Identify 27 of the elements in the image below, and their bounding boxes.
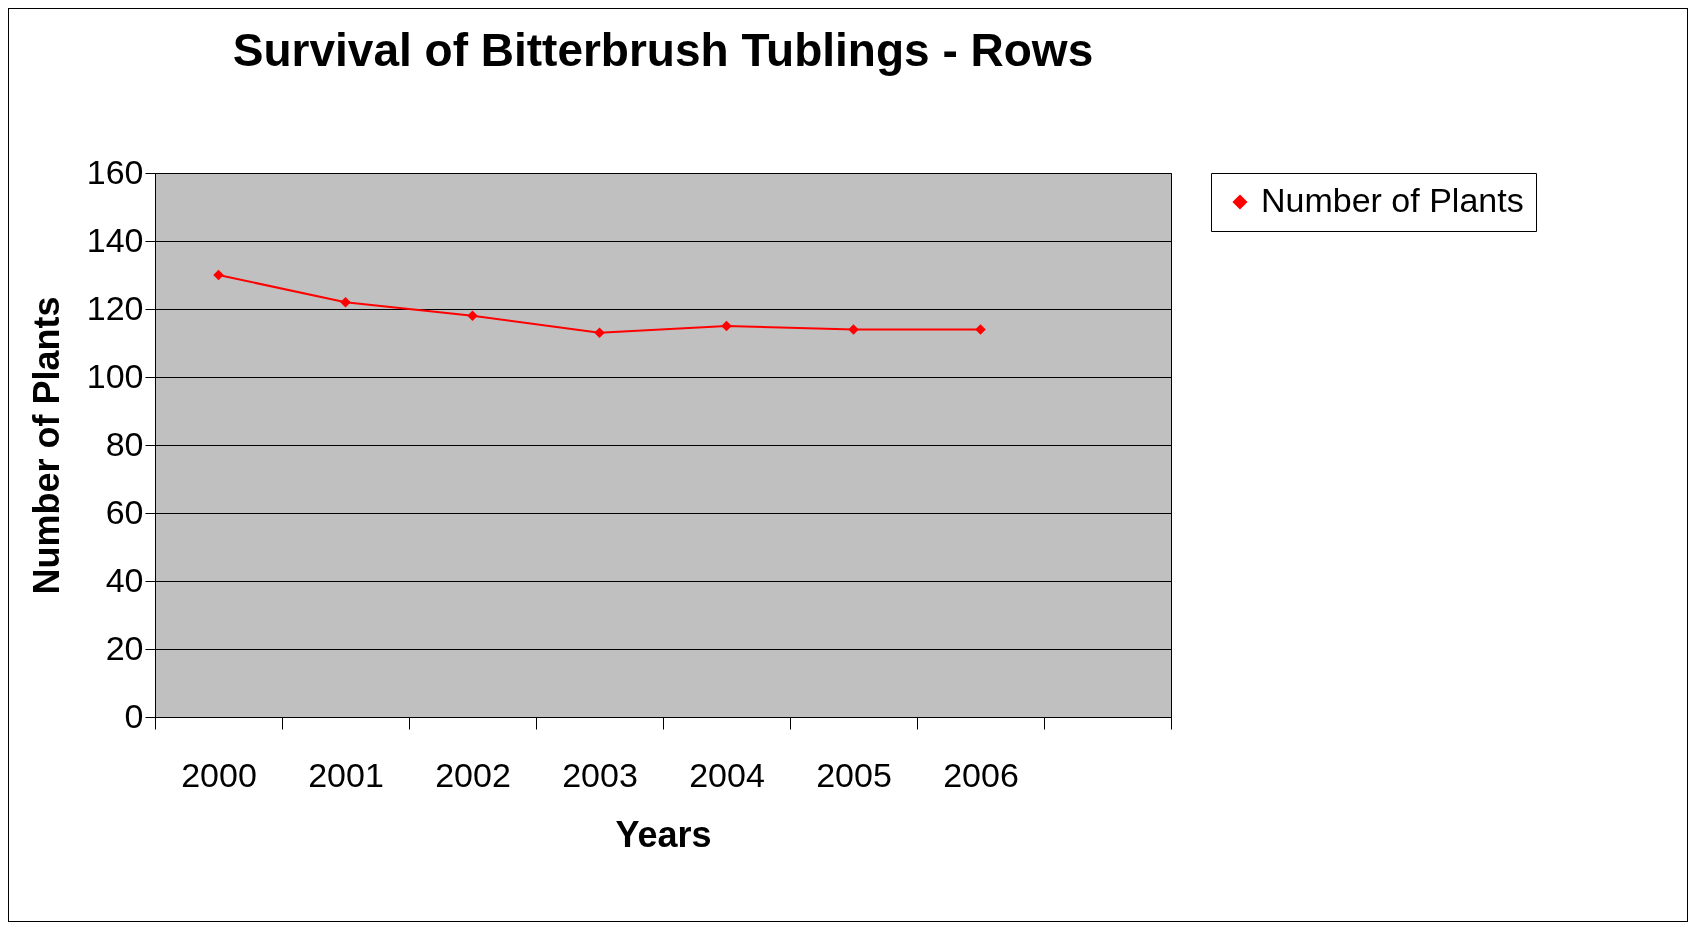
y-tick-label: 100 — [86, 356, 144, 395]
chart-title: Survival of Bitterbrush Tublings - Rows — [232, 24, 1094, 76]
x-tick-label: 2006 — [943, 755, 1019, 794]
x-tick-label: 2005 — [816, 755, 892, 794]
point — [594, 327, 605, 339]
y-tick-label: 160 — [86, 152, 144, 191]
point — [467, 310, 478, 322]
y-tick-label: 40 — [105, 560, 144, 599]
x-tick-label: 2003 — [562, 755, 638, 794]
x-tick-label: 2002 — [435, 755, 511, 794]
y-tick-label: 80 — [105, 424, 144, 463]
point — [340, 296, 351, 308]
point — [213, 269, 224, 281]
y-tick-label: 140 — [86, 220, 144, 259]
x-tick-label: 2004 — [689, 755, 765, 794]
y-tick-label: 60 — [105, 492, 144, 531]
point — [975, 324, 986, 335]
y-tick-label: 120 — [86, 288, 144, 327]
legend-label: Number of Plants — [1261, 181, 1524, 219]
x-tick-label: 2000 — [181, 755, 257, 794]
y-tick-label: 0 — [124, 696, 144, 735]
point — [721, 320, 732, 332]
y-axis-title: Number of Plants — [25, 296, 67, 595]
x-tick-label: 2001 — [308, 755, 384, 794]
y-tick-label: 20 — [105, 628, 144, 667]
point — [848, 324, 859, 335]
x-axis-title: Years — [615, 813, 712, 855]
